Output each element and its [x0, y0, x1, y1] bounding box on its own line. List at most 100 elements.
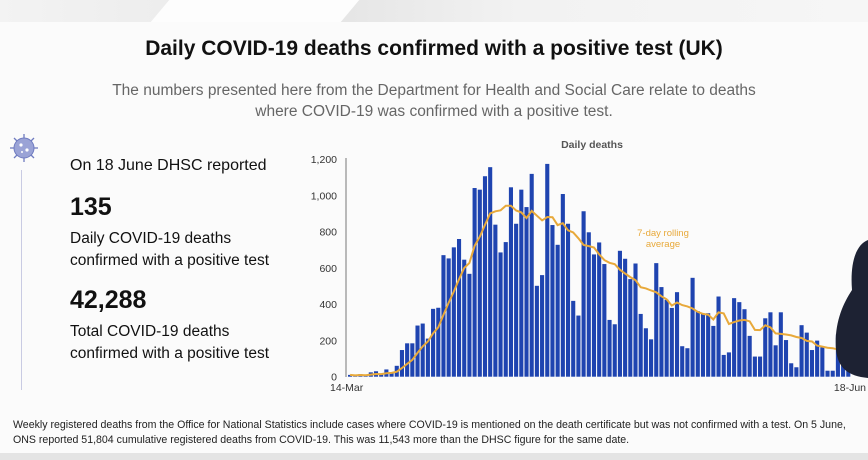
bar: [794, 367, 799, 377]
bar: [664, 299, 669, 377]
bar: [399, 350, 404, 377]
bar: [472, 188, 477, 377]
bar: [617, 250, 622, 377]
bar: [742, 309, 747, 377]
bar: [737, 302, 742, 377]
y-tick-label: 200: [319, 335, 337, 347]
bar: [540, 275, 545, 377]
bar: [446, 258, 451, 377]
bar: [628, 279, 633, 377]
bar: [773, 345, 778, 377]
bar: [493, 224, 498, 377]
bar: [379, 374, 384, 377]
bar: [649, 339, 654, 377]
bar: [498, 252, 503, 377]
bar: [815, 340, 820, 377]
bar: [830, 370, 835, 377]
page-title: Daily COVID-19 deaths confirmed with a p…: [145, 37, 723, 60]
bar: [783, 340, 789, 377]
bar: [571, 300, 576, 377]
bar: [799, 325, 804, 377]
y-tick-label: 1,000: [311, 190, 337, 202]
bar: [462, 259, 467, 377]
bar: [602, 264, 607, 377]
bar: [576, 315, 581, 377]
reported-date-label: On 18 June DHSC reported: [70, 157, 267, 174]
bar: [633, 263, 638, 377]
bar: [674, 292, 680, 377]
y-tick-label: 0: [331, 372, 337, 384]
bar: [789, 363, 794, 377]
bar: [638, 313, 643, 377]
bar: [752, 356, 757, 377]
bar: [778, 312, 783, 377]
bar: [721, 354, 726, 377]
bar: [555, 244, 560, 377]
bar: [700, 313, 706, 377]
bar: [420, 323, 425, 377]
bar: [695, 311, 700, 377]
bar: [711, 325, 716, 377]
bar: [747, 335, 752, 377]
bar: [685, 348, 690, 377]
bar: [706, 313, 711, 377]
bar: [623, 258, 628, 377]
bar: [565, 223, 571, 377]
bar: [726, 352, 731, 377]
y-tick-label: 800: [319, 227, 337, 239]
y-tick-label: 600: [319, 263, 337, 275]
bar: [467, 273, 472, 377]
bar: [456, 239, 462, 377]
presenter-silhouette: [835, 240, 868, 378]
bar: [586, 232, 591, 377]
daily-deaths-label: Daily COVID-19 deaths confirmed with a p…: [70, 230, 270, 269]
bar: [690, 277, 695, 377]
bar: [431, 308, 436, 377]
footnote: Weekly registered deaths from the Office…: [13, 419, 846, 446]
bar: [488, 167, 493, 377]
bar: [809, 350, 815, 377]
bar: [545, 163, 550, 377]
x-tick-label-start: 14-Mar: [330, 382, 364, 394]
rolling-average-annotation: 7-day rolling average: [637, 228, 689, 250]
bar: [508, 187, 513, 377]
total-deaths-value: 42,288: [70, 286, 147, 314]
divider-line: [21, 170, 22, 390]
bar: [597, 242, 602, 377]
bar: [763, 318, 768, 377]
bar: [436, 307, 441, 377]
bar: [425, 338, 430, 377]
bar: [524, 207, 529, 377]
total-deaths-label: Total COVID-19 deaths confirmed with a p…: [70, 323, 270, 362]
bar: [503, 242, 508, 377]
bar: [415, 325, 420, 377]
bar: [405, 343, 410, 377]
bar: [732, 298, 737, 377]
bar: [612, 324, 617, 377]
bar: [591, 254, 597, 377]
bar: [820, 347, 825, 377]
bar: [669, 307, 674, 377]
chart-title: Daily deaths: [561, 139, 623, 151]
bar: [389, 373, 394, 377]
bar: [482, 176, 488, 377]
bar: [560, 194, 565, 377]
bar: [534, 285, 539, 377]
top-banner: [0, 0, 868, 22]
virus-icon: [10, 134, 38, 162]
bar: [581, 211, 586, 377]
x-tick-label-end: 18-Jun: [834, 382, 866, 394]
bar: [550, 225, 555, 377]
page-subtitle: The numbers presented here from the Depa…: [112, 82, 756, 120]
bar: [519, 189, 524, 377]
bar: [804, 332, 809, 377]
rolling-average-line: [350, 204, 849, 377]
bar: [758, 356, 763, 377]
bar: [768, 312, 773, 377]
y-tick-label: 400: [319, 299, 337, 311]
daily-deaths-value: 135: [70, 193, 112, 221]
bar: [825, 370, 830, 377]
bar: [716, 296, 721, 377]
bar: [607, 319, 612, 377]
